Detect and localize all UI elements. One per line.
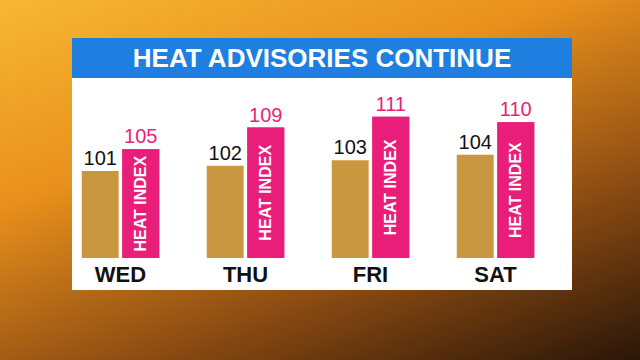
svg-text:HEAT INDEX: HEAT INDEX: [382, 139, 399, 235]
svg-text:HEAT INDEX: HEAT INDEX: [257, 145, 274, 241]
svg-text:111: 111: [376, 93, 406, 115]
svg-text:HEAT ADVISORIES CONTINUE: HEAT ADVISORIES CONTINUE: [133, 43, 511, 73]
svg-text:HEAT INDEX: HEAT INDEX: [507, 142, 524, 238]
svg-text:102: 102: [209, 142, 242, 164]
svg-text:FRI: FRI: [353, 262, 388, 287]
svg-text:110: 110: [500, 98, 532, 120]
svg-text:THU: THU: [223, 262, 268, 287]
svg-text:109: 109: [249, 104, 282, 126]
svg-text:101: 101: [84, 147, 117, 169]
svg-text:104: 104: [459, 131, 492, 153]
svg-text:WED: WED: [95, 262, 146, 287]
svg-text:SAT: SAT: [474, 262, 517, 287]
svg-text:105: 105: [124, 125, 157, 147]
svg-text:103: 103: [334, 136, 367, 158]
svg-text:HEAT INDEX: HEAT INDEX: [132, 155, 149, 251]
